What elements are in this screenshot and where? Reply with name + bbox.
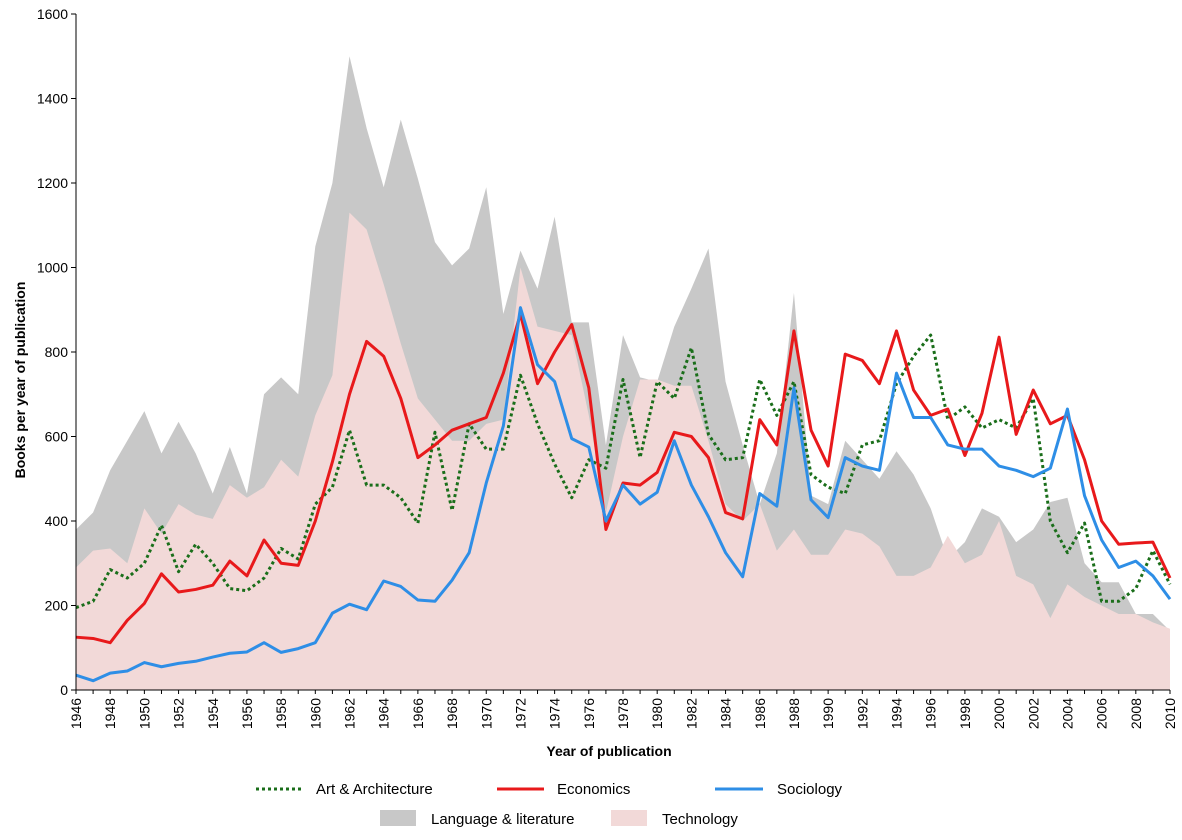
legend-label: Sociology (777, 781, 843, 798)
x-tick-label: 1964 (376, 698, 392, 729)
x-tick-label: 2000 (991, 698, 1007, 729)
y-tick-label: 1400 (37, 91, 68, 107)
legend-label: Economics (557, 781, 630, 798)
x-tick-label: 2010 (1162, 698, 1178, 729)
line-series-1 (75, 312, 1172, 645)
y-tick-label: 600 (45, 429, 69, 445)
area-series-1 (76, 212, 1170, 690)
y-tick-label: 800 (45, 344, 69, 360)
x-tick-label: 2004 (1059, 698, 1075, 729)
legend-label: Art & Architecture (316, 781, 433, 798)
x-axis-title: Year of publication (546, 743, 671, 759)
x-tick-label: 1954 (205, 698, 221, 729)
x-tick-label: 1966 (410, 698, 426, 729)
x-tick-label: 1988 (786, 698, 802, 729)
x-tick-label: 1950 (136, 698, 152, 729)
x-tick-label: 1978 (615, 698, 631, 729)
x-tick-label: 1998 (957, 698, 973, 729)
x-tick-label: 2006 (1094, 698, 1110, 729)
x-tick-label: 1992 (854, 698, 870, 729)
x-tick-label: 1946 (68, 698, 84, 729)
line-series-0 (75, 333, 1172, 610)
y-tick-label: 0 (60, 682, 68, 698)
line-series-2 (75, 306, 1172, 683)
legend-label: Language & literature (431, 811, 574, 828)
legend-area-swatch-0 (380, 810, 416, 826)
x-tick-label: 1956 (239, 698, 255, 729)
legend-area-swatch-1 (611, 810, 647, 826)
x-tick-label: 1996 (923, 698, 939, 729)
y-tick-label: 1000 (37, 260, 68, 276)
y-tick-label: 1200 (37, 175, 68, 191)
axes-layer: 0 200 400 600 800 1000 1200 1400 1600 1946 1948 195… (37, 6, 1178, 729)
x-tick-label: 1962 (342, 698, 358, 729)
x-tick-label: 1952 (171, 698, 187, 729)
x-tick-label: 1984 (718, 698, 734, 729)
legend-label: Technology (662, 811, 738, 828)
x-tick-label: 1970 (478, 698, 494, 729)
x-tick-label: 1958 (273, 698, 289, 729)
lines-layer (75, 306, 1172, 683)
x-tick-label: 1980 (649, 698, 665, 729)
areas-layer (76, 56, 1170, 690)
x-tick-label: 1986 (752, 698, 768, 729)
legend: Art & Architecture Economics Sociology Lang… (256, 781, 843, 828)
x-tick-label: 2002 (1025, 698, 1041, 729)
x-tick-label: 1960 (307, 698, 323, 729)
x-tick-label: 1990 (820, 698, 836, 729)
y-tick-label: 1600 (37, 6, 68, 22)
x-tick-label: 1994 (889, 698, 905, 729)
x-tick-label: 1968 (444, 698, 460, 729)
x-tick-label: 2008 (1128, 698, 1144, 729)
y-axis-title: Books per year of publication (12, 282, 28, 479)
y-tick-label: 400 (45, 513, 69, 529)
x-tick-label: 1972 (512, 698, 528, 729)
x-tick-label: 1982 (683, 698, 699, 729)
x-tick-label: 1948 (102, 698, 118, 729)
x-tick-label: 1974 (547, 698, 563, 729)
y-tick-label: 200 (45, 598, 69, 614)
x-tick-label: 1976 (581, 698, 597, 729)
